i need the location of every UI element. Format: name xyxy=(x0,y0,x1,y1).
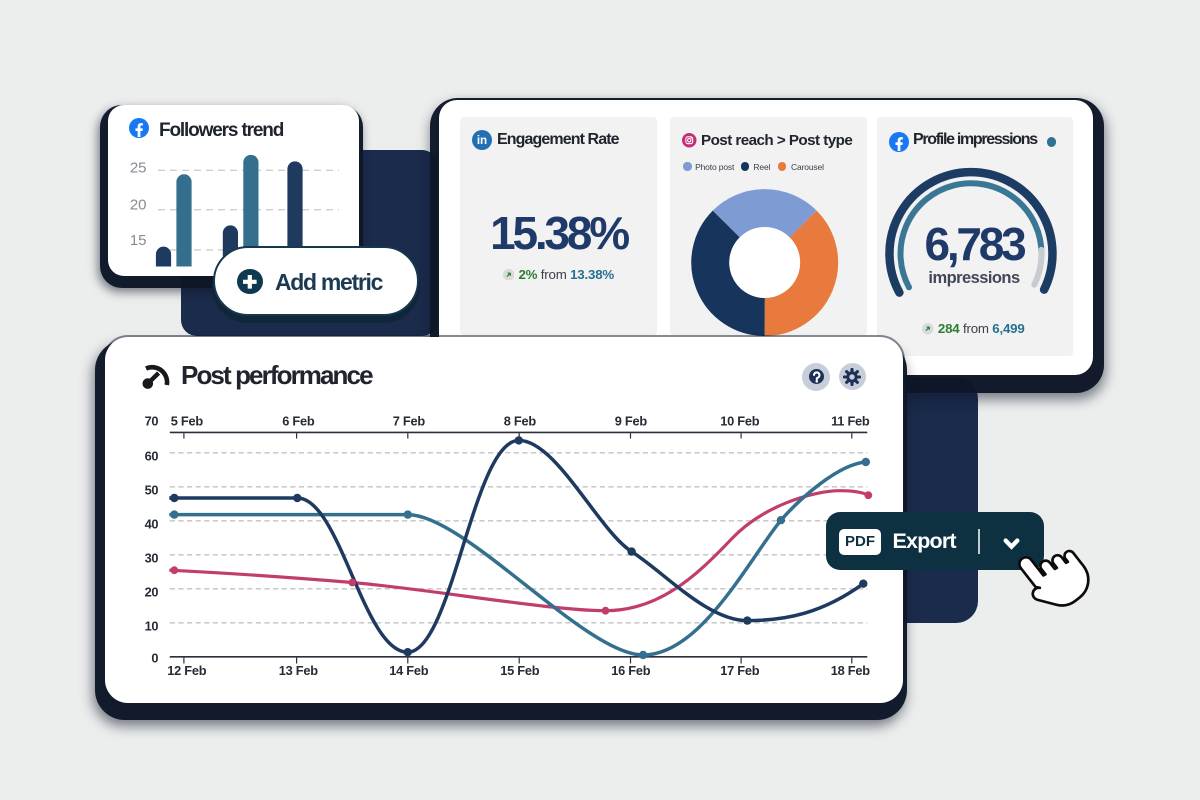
svg-text:12 Feb: 12 Feb xyxy=(167,663,206,678)
svg-text:14 Feb: 14 Feb xyxy=(389,663,428,678)
svg-text:50: 50 xyxy=(144,482,158,497)
svg-text:6 Feb: 6 Feb xyxy=(282,413,315,428)
svg-text:10 Feb: 10 Feb xyxy=(720,413,759,428)
svg-text:20: 20 xyxy=(130,197,147,214)
svg-text:25: 25 xyxy=(130,160,147,177)
svg-text:9 Feb: 9 Feb xyxy=(614,413,647,428)
svg-text:8 Feb: 8 Feb xyxy=(503,413,536,428)
svg-text:7 Feb: 7 Feb xyxy=(392,413,425,428)
svg-text:18 Feb: 18 Feb xyxy=(830,663,869,678)
svg-text:11 Feb: 11 Feb xyxy=(831,413,870,428)
svg-text:0: 0 xyxy=(151,650,158,665)
svg-text:17 Feb: 17 Feb xyxy=(720,663,759,678)
svg-text:16 Feb: 16 Feb xyxy=(611,663,650,678)
svg-text:15 Feb: 15 Feb xyxy=(500,663,539,678)
svg-text:70: 70 xyxy=(144,413,158,428)
svg-text:13 Feb: 13 Feb xyxy=(278,663,317,678)
svg-text:15: 15 xyxy=(130,232,147,249)
svg-text:10: 10 xyxy=(144,618,158,633)
svg-text:60: 60 xyxy=(144,448,158,463)
svg-text:30: 30 xyxy=(144,550,158,565)
svg-text:40: 40 xyxy=(144,516,158,531)
svg-text:in: in xyxy=(477,134,487,147)
svg-text:5 Feb: 5 Feb xyxy=(170,413,203,428)
svg-text:20: 20 xyxy=(144,584,158,599)
